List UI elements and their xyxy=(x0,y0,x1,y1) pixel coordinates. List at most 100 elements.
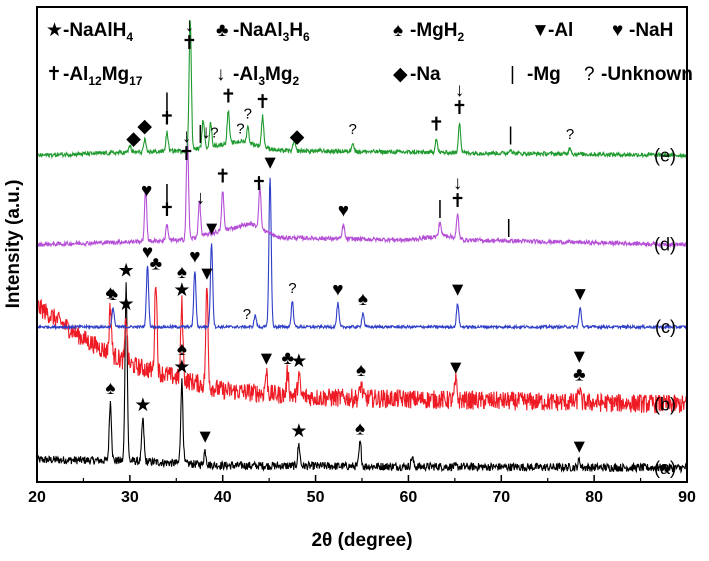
phase-marker: ✝ xyxy=(159,108,175,129)
legend-text: -Mg xyxy=(527,64,561,85)
phase-marker: ★ xyxy=(290,351,307,372)
legend-item: ◆ -Na xyxy=(393,64,441,85)
phase-marker: ✝ xyxy=(255,92,271,113)
legend-label: -NaAl3H6 xyxy=(233,20,310,44)
phase-marker: ♠ xyxy=(177,339,187,360)
phase-marker: | xyxy=(165,90,170,111)
phase-marker: ♠ xyxy=(105,283,115,304)
legend-symbol: ? xyxy=(584,64,595,85)
series-label-layer: (a) (b) (c) (d) (e) xyxy=(654,145,676,478)
phase-marker: ♠ xyxy=(356,360,366,381)
legend-text: -MgH xyxy=(410,20,457,41)
phase-marker: | xyxy=(165,182,170,203)
legend-symbol: | xyxy=(510,64,515,85)
legend-text: -Unknown xyxy=(601,64,693,85)
series-line-3 xyxy=(36,177,688,331)
y-axis-label: Intensity (a.u.) xyxy=(3,180,24,309)
legend-item: ↓ -Al3Mg2 xyxy=(216,64,299,88)
legend-subscript: 2 xyxy=(292,74,299,88)
legend-subscript: 3 xyxy=(283,30,290,44)
legend-subscript: 6 xyxy=(303,30,310,44)
phase-marker: ✝ xyxy=(181,33,197,54)
x-tick-label: 80 xyxy=(585,489,603,506)
legend-text: -NaAlH xyxy=(63,20,126,41)
phase-marker: ? xyxy=(349,121,357,138)
x-axis-ticks: 20 30 40 50 60 70 80 90 xyxy=(28,475,696,506)
series-layer xyxy=(36,20,688,474)
legend-item: ♠ -MgH2 xyxy=(393,20,464,44)
legend-symbol: ★ xyxy=(46,20,63,41)
legend-text: H xyxy=(289,20,303,41)
x-tick-label: 30 xyxy=(121,489,139,506)
phase-marker: ▼ xyxy=(570,346,589,367)
phase-marker: ? xyxy=(210,125,218,142)
phase-marker: ✝ xyxy=(215,167,231,188)
legend-symbol: ▼ xyxy=(531,20,550,41)
phase-marker: ♠ xyxy=(355,419,365,440)
legend-item: ✝ -Al12Mg17 xyxy=(46,64,143,88)
phase-marker: ? xyxy=(244,105,252,122)
phase-marker: ? xyxy=(243,306,251,323)
phase-marker: ▼ xyxy=(261,153,280,174)
phase-marker: ♣ xyxy=(281,348,293,369)
series-line-1 xyxy=(36,282,688,474)
x-tick-label: 70 xyxy=(492,489,510,506)
phase-marker: ★ xyxy=(118,294,135,315)
phase-marker: ↓ xyxy=(196,187,206,208)
legend-text: Mg xyxy=(265,64,292,85)
legend-text: -Al xyxy=(233,64,258,85)
phase-marker: ▼ xyxy=(257,349,276,370)
legend-symbol: ♣ xyxy=(216,20,228,41)
phase-marker: ★ xyxy=(290,421,307,442)
legend: ★ -NaAlH4 ♣ -NaAl3H6 ♠ -MgH2 ▼-Al ♥ -NaH✝ -Al12Mg… xyxy=(46,20,693,88)
phase-marker: ✝ xyxy=(159,200,175,221)
phase-marker: ? xyxy=(566,126,574,143)
series-line-5 xyxy=(36,20,688,160)
x-tick-label: 50 xyxy=(307,489,325,506)
phase-marker: ✝ xyxy=(452,98,468,119)
x-axis-label: 2θ (degree) xyxy=(311,530,412,551)
phase-marker: | xyxy=(198,123,203,144)
legend-subscript: 4 xyxy=(126,30,133,44)
legend-subscript: 2 xyxy=(457,30,464,44)
phase-marker: ◆ xyxy=(137,116,152,137)
series-line-4 xyxy=(36,136,688,249)
x-tick-label: 40 xyxy=(214,489,232,506)
phase-marker: ♣ xyxy=(573,364,585,385)
phase-marker: ◆ xyxy=(126,128,141,149)
series-label: (e) xyxy=(654,145,676,165)
phase-marker: ♥ xyxy=(141,181,152,202)
x-tick-label: 20 xyxy=(28,489,46,506)
phase-marker: ✝ xyxy=(450,191,466,212)
phase-marker: ♥ xyxy=(338,201,349,222)
legend-label: -NaAlH4 xyxy=(63,20,133,44)
phase-marker: ▼ xyxy=(202,218,221,239)
phase-marker: ♠ xyxy=(358,289,368,310)
legend-item: ♥ -NaH xyxy=(612,20,673,41)
phase-marker: | xyxy=(438,198,443,219)
phase-marker: ◆ xyxy=(290,126,305,147)
phase-marker: ↓ xyxy=(182,126,192,147)
legend-text: -NaAl xyxy=(233,20,283,41)
legend-symbol: ♠ xyxy=(393,20,403,41)
phase-marker: ▼ xyxy=(446,357,465,378)
series-label: (d) xyxy=(654,235,676,255)
phase-marker: ✝ xyxy=(251,174,267,195)
legend-symbol: ↓ xyxy=(216,64,226,85)
legend-text: -Na xyxy=(410,64,441,85)
phase-marker: | xyxy=(506,217,511,238)
phase-marker: ♥ xyxy=(142,242,153,263)
phase-marker: ★ xyxy=(173,280,190,301)
series-label: (b) xyxy=(654,394,676,414)
legend-item: ♣ -NaAl3H6 xyxy=(216,20,310,44)
legend-symbol: ♥ xyxy=(612,20,623,41)
phase-marker: | xyxy=(508,125,513,146)
phase-marker: ♣ xyxy=(150,254,162,275)
phase-marker: ★ xyxy=(173,357,190,378)
x-tick-label: 90 xyxy=(678,489,696,506)
legend-symbol: ◆ xyxy=(393,64,408,85)
legend-symbol: ✝ xyxy=(46,64,62,85)
legend-label: -Al3Mg2 xyxy=(233,64,299,88)
legend-text: -NaH xyxy=(629,20,673,41)
